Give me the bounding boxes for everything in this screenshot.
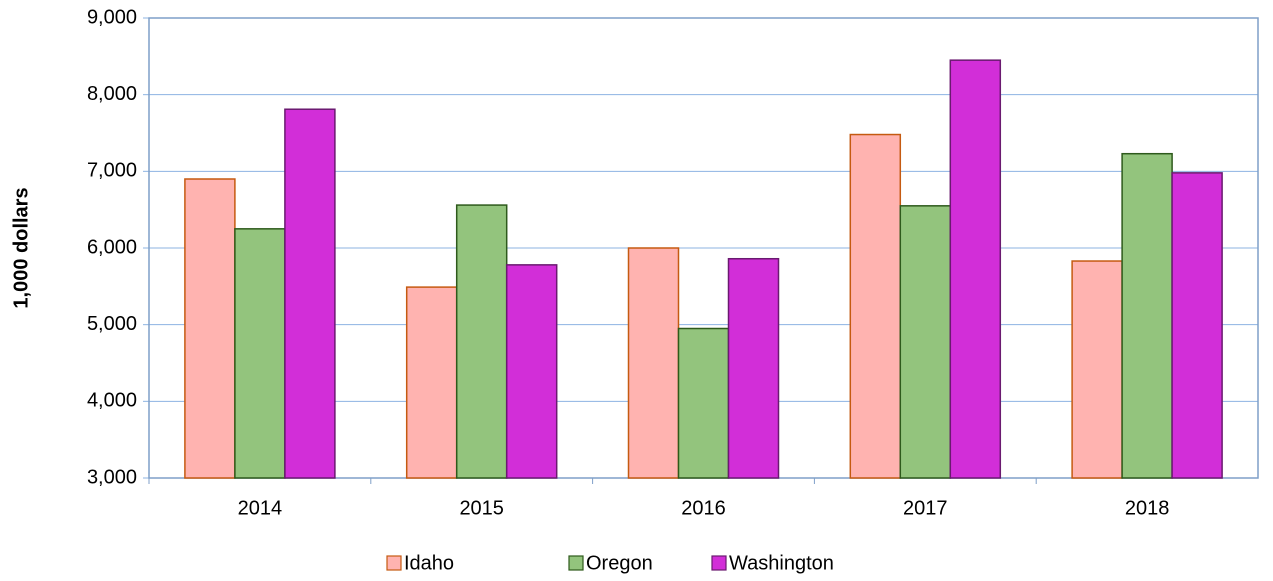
bar bbox=[1071, 260, 1123, 479]
x-tick-label: 2017 bbox=[903, 497, 948, 519]
bar bbox=[455, 204, 508, 479]
bar bbox=[1121, 152, 1173, 479]
bar bbox=[849, 133, 902, 479]
bar bbox=[949, 59, 1002, 479]
y-axis-label: 1,000 dollars bbox=[10, 187, 32, 308]
bar bbox=[284, 108, 336, 479]
legend-label: Oregon bbox=[586, 552, 653, 574]
y-tick-label: 9,000 bbox=[87, 6, 137, 28]
y-tick-label: 8,000 bbox=[87, 83, 137, 105]
bar bbox=[627, 247, 680, 479]
y-tick-label: 5,000 bbox=[87, 313, 137, 335]
bar bbox=[234, 228, 286, 479]
bar bbox=[184, 178, 236, 479]
y-tick-label: 7,000 bbox=[87, 160, 137, 182]
legend-swatch bbox=[568, 555, 584, 571]
x-tick-label: 2016 bbox=[681, 497, 726, 519]
bar bbox=[899, 205, 952, 479]
y-tick-label: 3,000 bbox=[87, 466, 137, 488]
x-tick-label: 2014 bbox=[238, 497, 283, 519]
y-tick-label: 4,000 bbox=[87, 390, 137, 412]
x-tick-label: 2015 bbox=[459, 497, 504, 519]
legend-label: Idaho bbox=[404, 552, 454, 574]
bar bbox=[405, 286, 458, 479]
x-tick-label: 2018 bbox=[1125, 497, 1170, 519]
legend-swatch bbox=[711, 555, 727, 571]
bar bbox=[677, 327, 730, 479]
bar bbox=[1171, 172, 1223, 479]
legend-label: Washington bbox=[729, 552, 834, 574]
bar bbox=[505, 264, 558, 479]
bar bbox=[727, 257, 780, 479]
y-tick-label: 6,000 bbox=[87, 236, 137, 258]
legend-swatch bbox=[386, 555, 402, 571]
